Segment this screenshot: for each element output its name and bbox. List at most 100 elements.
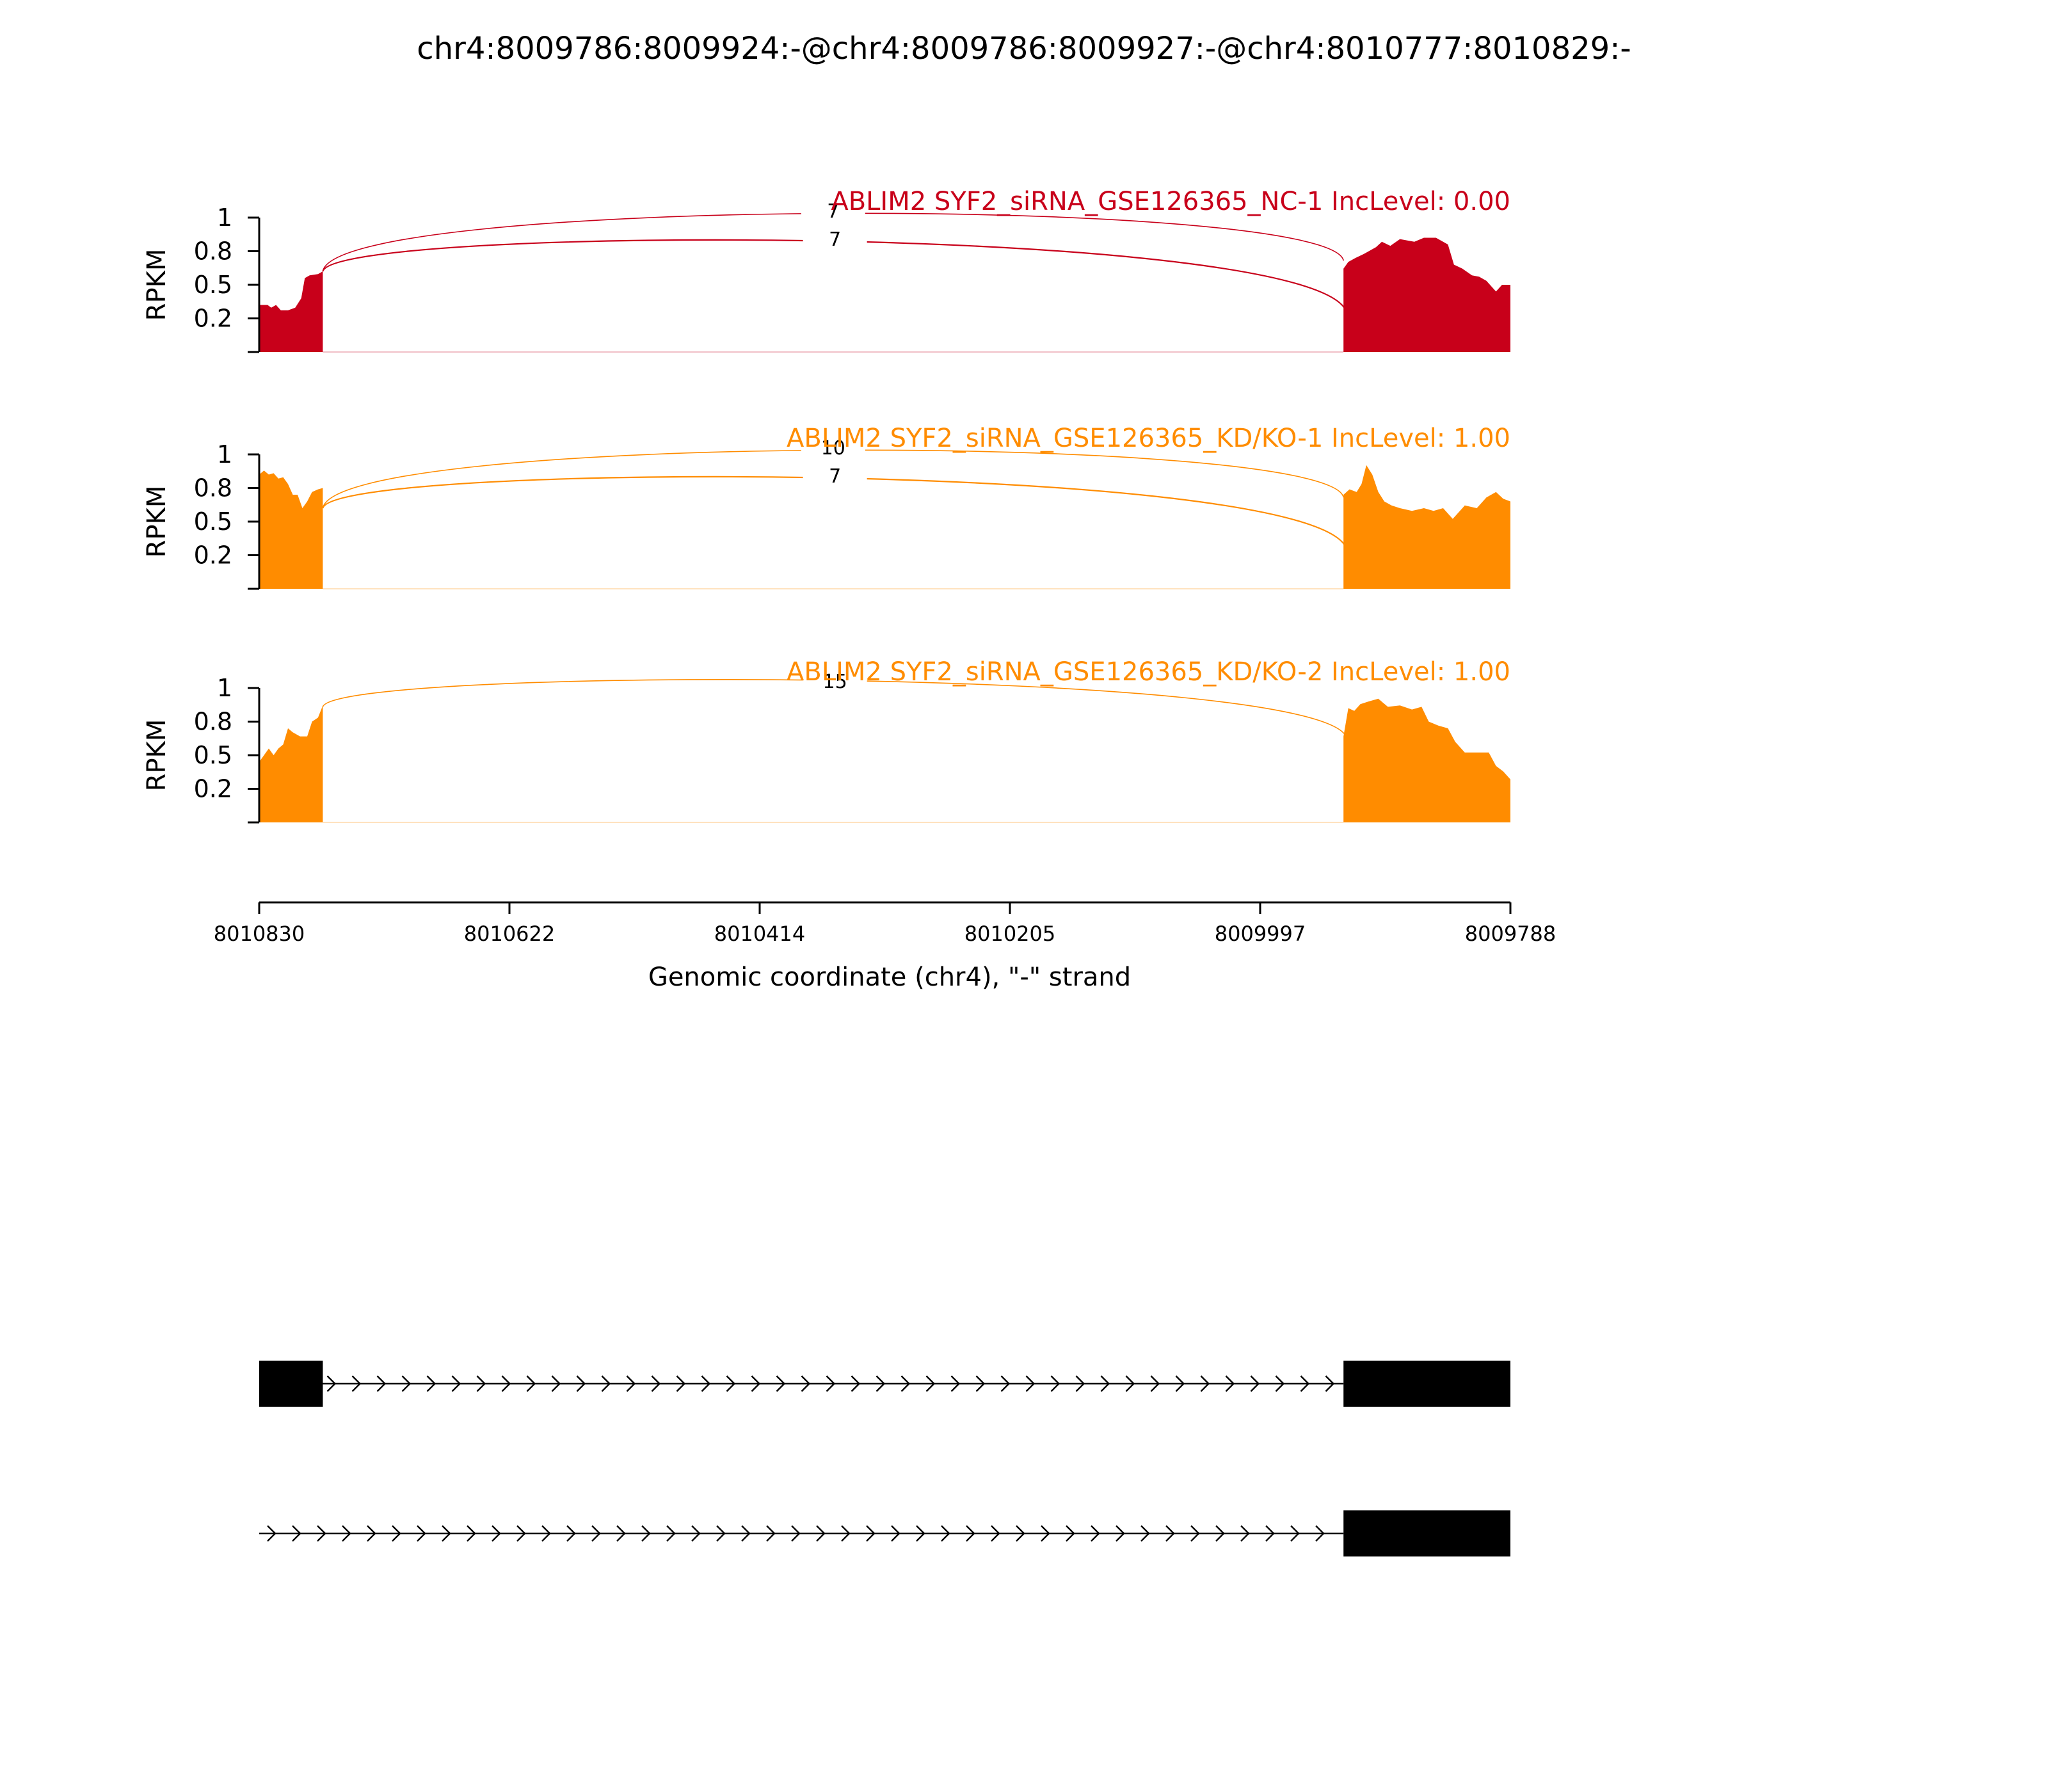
strand-arrow: [1075, 1375, 1085, 1392]
strand-arrow: [1240, 1525, 1250, 1542]
y-tick-label: 0.2: [194, 775, 232, 803]
strand-arrow: [916, 1525, 925, 1542]
isoform-models: [259, 1361, 1510, 1556]
strand-arrow: [751, 1375, 761, 1392]
strand-arrow: [851, 1375, 861, 1392]
strand-arrow: [1190, 1525, 1200, 1542]
strand-arrow: [451, 1375, 461, 1392]
strand-arrow: [1290, 1525, 1300, 1542]
x-tick-label: 8010205: [964, 922, 1056, 946]
x-tick-label: 8010830: [214, 922, 305, 946]
junction-label-box: [803, 670, 867, 692]
strand-arrow: [442, 1525, 451, 1542]
strand-arrow: [551, 1375, 561, 1392]
y-axis-label: RPKM: [142, 249, 172, 321]
strand-arrow: [1300, 1375, 1310, 1392]
strand-arrow: [826, 1375, 836, 1392]
strand-arrow: [766, 1525, 776, 1542]
y-tick-label: 0.5: [194, 508, 232, 536]
strand-arrow: [476, 1375, 486, 1392]
coverage-track: 10 7 1 0.8 0.5 0.2 RPKM ABLIM2 SYF2_siRNA_GSE12…: [142, 424, 1510, 590]
coverage-track: 7 7 1 0.8 0.5 0.2 RPKM ABLIM2 SYF2_siRNA_GSE126…: [142, 187, 1510, 353]
coverage-area: [1343, 698, 1510, 822]
strand-arrow: [651, 1375, 661, 1392]
strand-arrow: [1050, 1375, 1060, 1392]
strand-arrow: [950, 1375, 961, 1392]
junction-label-box: [801, 200, 865, 221]
strand-arrow: [1140, 1525, 1150, 1542]
strand-arrow: [401, 1375, 412, 1392]
strand-arrow: [925, 1375, 936, 1392]
strand-arrow: [317, 1525, 326, 1542]
strand-arrow: [616, 1525, 626, 1542]
strand-arrow: [591, 1525, 601, 1542]
coverage-area: [259, 470, 323, 589]
strand-arrow: [866, 1525, 876, 1542]
strand-arrow: [1175, 1375, 1185, 1392]
x-tick-label: 8010414: [714, 922, 806, 946]
strand-arrow: [1150, 1375, 1160, 1392]
y-tick-label: 1: [217, 674, 232, 702]
strand-arrow: [1325, 1375, 1335, 1392]
junction-count-label: 7: [829, 228, 841, 251]
strand-arrow: [526, 1375, 536, 1392]
x-tick-label: 8009788: [1465, 922, 1556, 946]
junction-count-label: 7: [827, 200, 839, 223]
strand-arrow: [1000, 1375, 1011, 1392]
exon-block: [259, 1361, 323, 1407]
strand-arrow: [641, 1525, 651, 1542]
strand-arrow: [1091, 1525, 1100, 1542]
strand-arrow: [1041, 1525, 1050, 1542]
junction-count-label: 10: [821, 437, 845, 460]
strand-arrow: [741, 1525, 751, 1542]
strand-arrow: [1215, 1525, 1225, 1542]
strand-arrow: [492, 1525, 501, 1542]
coverage-area: [259, 705, 323, 822]
strand-arrow: [891, 1525, 900, 1542]
strand-arrow: [1200, 1375, 1210, 1392]
track-title: ABLIM2 SYF2_siRNA_GSE126365_KD/KO-2 IncL…: [787, 657, 1510, 687]
strand-arrow: [467, 1525, 476, 1542]
x-axis: 8010830 8010622 8010414 8010205 8009997 80097…: [214, 901, 1556, 946]
strand-arrow: [342, 1525, 351, 1542]
junction-count-label: 15: [823, 671, 847, 693]
strand-arrow: [267, 1525, 276, 1542]
strand-arrow: [1125, 1375, 1135, 1392]
strand-arrow: [376, 1375, 387, 1392]
y-tick-label: 0.5: [194, 741, 232, 769]
strand-arrow: [601, 1375, 611, 1392]
strand-arrow: [876, 1375, 886, 1392]
strand-arrow: [566, 1525, 576, 1542]
strand-arrow: [351, 1375, 362, 1392]
strand-arrow: [1066, 1525, 1075, 1542]
isoform-model: [259, 1361, 1510, 1407]
strand-arrow: [991, 1525, 1000, 1542]
strand-arrow: [326, 1375, 337, 1392]
strand-arrow: [1315, 1525, 1325, 1542]
strand-arrow: [816, 1525, 826, 1542]
strand-arrow: [367, 1525, 376, 1542]
coverage-track: 15 1 0.8 0.5 0.2 RPKM ABLIM2 SYF2_siRNA_GSE126…: [142, 657, 1510, 824]
y-tick-label: 0.5: [194, 271, 232, 299]
y-tick-label: 0.8: [194, 708, 232, 736]
strand-arrow: [966, 1525, 975, 1542]
y-tick-label: 0.8: [194, 474, 232, 502]
strand-arrow: [1016, 1525, 1025, 1542]
junction-arc: [322, 476, 1348, 552]
strand-arrow: [417, 1525, 426, 1542]
coverage-tracks: 7 7 1 0.8 0.5 0.2 RPKM ABLIM2 SYF2_siRNA_GSE126…: [142, 187, 1510, 824]
strand-arrow: [841, 1525, 851, 1542]
junction-label-box: [801, 436, 865, 458]
strand-arrow: [541, 1525, 551, 1542]
junction-count-label: 7: [829, 465, 841, 488]
coverage-area: [1343, 237, 1510, 352]
strand-arrow: [576, 1375, 586, 1392]
junction-arc: [322, 239, 1348, 315]
coverage-area: [1343, 465, 1510, 589]
strand-arrow: [900, 1375, 911, 1392]
strand-arrow: [1100, 1375, 1110, 1392]
exon-block: [1343, 1510, 1510, 1556]
strand-arrow: [666, 1525, 676, 1542]
strand-arrow: [975, 1375, 986, 1392]
